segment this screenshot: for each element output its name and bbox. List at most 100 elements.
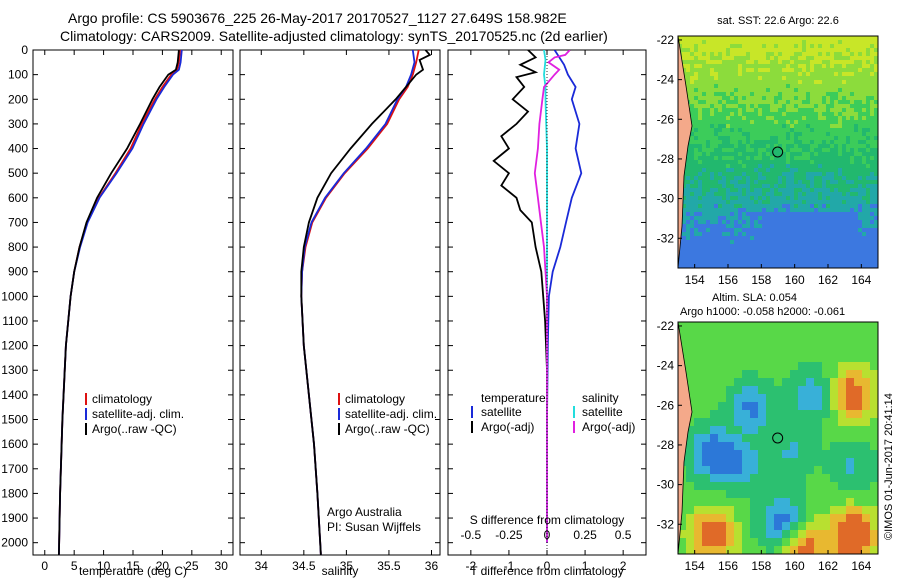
map-cell [830, 426, 839, 435]
map-cell [722, 196, 727, 201]
map-cell [794, 104, 799, 109]
map-cell [866, 232, 871, 237]
map-cell [806, 362, 815, 371]
map-cell [794, 248, 799, 253]
map-cell [862, 132, 867, 137]
map-cell [794, 80, 799, 85]
map-cell [862, 52, 867, 57]
map-cell [730, 188, 735, 193]
map-cell [726, 72, 731, 77]
map-cell [746, 100, 751, 105]
map-cell [802, 56, 807, 61]
map-cell [714, 172, 719, 177]
map-cell [690, 84, 695, 89]
map-x-tick-label: 156 [718, 273, 738, 287]
map-cell [862, 260, 867, 265]
map-cell [690, 76, 695, 81]
map-cell [830, 322, 839, 331]
map-cell [778, 64, 783, 69]
map-cell [846, 402, 855, 411]
map-cell [786, 92, 791, 97]
map-cell [798, 240, 803, 245]
map-cell [734, 256, 739, 261]
map-cell [854, 120, 859, 125]
map-cell [758, 164, 763, 169]
map-cell [714, 144, 719, 149]
map-cell [850, 140, 855, 145]
map-cell [790, 36, 795, 41]
map-cell [842, 148, 847, 153]
map-cell [846, 156, 851, 161]
map-cell [730, 220, 735, 225]
map-cell [750, 450, 759, 459]
map-cell [782, 530, 791, 539]
map-cell [710, 458, 719, 467]
map-cell [706, 144, 711, 149]
map-cell [758, 474, 767, 483]
map-cell [862, 232, 867, 237]
map-cell [798, 84, 803, 89]
map-cell [782, 442, 791, 451]
map-cell [694, 442, 703, 451]
map-cell [770, 228, 775, 233]
map-cell [822, 124, 827, 129]
map-cell [874, 180, 878, 185]
map-cell [870, 212, 875, 217]
map-cell [854, 378, 863, 387]
map-cell [850, 136, 855, 141]
map-cell [806, 88, 811, 93]
map-cell [754, 172, 759, 177]
map-cell [842, 124, 847, 129]
map-cell [874, 244, 878, 249]
map-cell [874, 52, 878, 57]
map-cell [686, 240, 691, 245]
map-cell [838, 482, 847, 491]
map-cell [830, 192, 835, 197]
map-cell [758, 36, 763, 41]
map-cell [770, 84, 775, 89]
map-cell [834, 176, 839, 181]
map-cell [802, 200, 807, 205]
map-cell [862, 148, 867, 153]
map-cell [762, 96, 767, 101]
map-cell [786, 96, 791, 101]
map-cell [862, 176, 867, 181]
map-cell [870, 466, 878, 475]
map-cell [798, 196, 803, 201]
map-cell [762, 156, 767, 161]
map-cell [810, 108, 815, 113]
map-cell [810, 252, 815, 257]
map-cell [762, 76, 767, 81]
map-cell [830, 498, 839, 507]
map-cell [830, 260, 835, 265]
map-cell [874, 212, 878, 217]
map-cell [734, 148, 739, 153]
map-cell [774, 88, 779, 93]
map-cell [786, 244, 791, 249]
map-cell [686, 68, 691, 73]
map-cell [870, 248, 875, 253]
x-tick-label: 15 [126, 559, 140, 573]
map-cell [826, 256, 831, 261]
map-cell [698, 140, 703, 145]
map-cell [778, 212, 783, 217]
map-cell [698, 124, 703, 129]
map-cell [750, 474, 759, 483]
map-cell [746, 136, 751, 141]
map-cell [814, 248, 819, 253]
map-cell [794, 140, 799, 145]
map-cell [842, 176, 847, 181]
map-cell [710, 92, 715, 97]
map-cell [782, 538, 791, 547]
sst-map-frame [677, 35, 879, 269]
map-cell [782, 410, 791, 419]
map-cell [834, 232, 839, 237]
map-cell [722, 84, 727, 89]
map-cell [814, 216, 819, 221]
map-cell [854, 36, 859, 41]
map-cell [706, 180, 711, 185]
map-cell [758, 76, 763, 81]
map-cell [814, 176, 819, 181]
map-cell [754, 64, 759, 69]
map-cell [870, 228, 875, 233]
